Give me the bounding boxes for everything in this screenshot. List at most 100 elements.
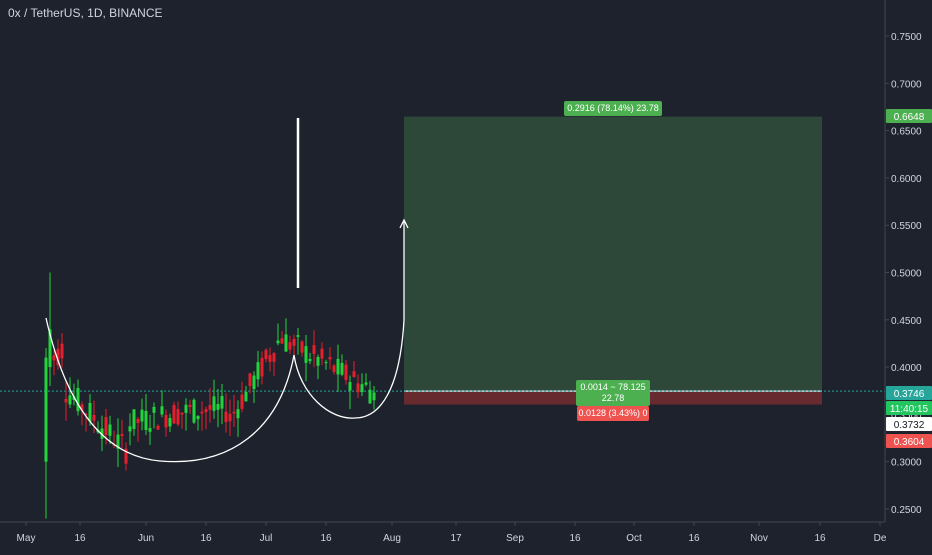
candle-body [160,406,164,415]
candle [236,400,240,437]
candle-body [344,364,348,380]
candle [128,413,132,446]
candle-body [368,389,372,404]
candle-body [280,338,284,344]
candle-body [128,426,132,432]
candle [116,418,120,467]
candle-body [44,357,48,462]
candle [48,272,52,387]
candle [204,406,208,430]
candle [224,393,228,433]
candle [348,375,352,410]
price-tick-label: 0.7500 [891,32,922,43]
candle [76,379,80,416]
candle-body [120,434,124,436]
candle [356,374,360,399]
candle-body [252,375,256,390]
price-tick-label: 0.4500 [891,316,922,327]
candle-body [348,382,352,391]
candle-body [232,411,236,414]
candle-body [288,342,292,350]
candle-body [320,348,324,359]
candle [340,354,344,377]
candle-body [356,383,360,393]
candle [64,381,68,421]
entry-label-bg [576,380,650,406]
candle [244,386,248,402]
candle [320,342,324,365]
candle [300,339,304,357]
time-tick-label: 16 [200,533,212,544]
candle [292,334,296,358]
badge-bg [886,386,932,400]
candle [56,339,60,370]
time-tick-label: 17 [450,533,462,544]
candle [352,361,356,378]
candle-body [152,406,156,413]
stop-label-bg [577,406,649,421]
price-tick-label: 0.5500 [891,221,922,232]
candle-body [52,355,56,361]
candle-body [56,348,60,366]
candle [264,348,268,363]
candle-body [60,343,64,359]
price-tick-label: 0.6500 [891,127,922,138]
candle-body [240,394,244,409]
candle [240,381,244,413]
candle-body [116,434,120,449]
candle-body [268,355,272,362]
candle-body [76,387,80,412]
candle [108,415,112,445]
candle-body [296,335,300,337]
chart-title: 0x / TetherUS, 1D, BINANCE [8,6,163,20]
candle-body [196,415,200,420]
candle-body [136,418,140,423]
candle [100,415,104,452]
price-tick-label: 0.3500 [891,410,922,421]
candle-body [224,411,228,423]
candle [124,442,128,471]
candle [44,348,48,519]
badge-text: 0.3604 [894,437,925,448]
candle-body [256,362,260,380]
candle-body [192,399,196,423]
stop-price-badge: 0.3604 [886,434,932,448]
candle-body [284,334,288,352]
candle [316,354,320,380]
candle-body [248,373,252,387]
candle [184,398,188,431]
target-label-text: 0.2916 (78.14%) 23.78 [567,103,659,113]
candle [228,399,232,437]
candle [156,424,160,430]
badge-text: 11:40:15 [890,404,929,415]
candle-body [184,404,188,413]
candle-body [308,358,312,362]
candle-body [260,358,264,377]
candle-body [80,404,84,411]
candle-body [208,405,212,410]
candle [160,390,164,418]
entry-price-badge: 0.3746 [886,386,932,400]
candle [372,386,376,410]
price-tick-label: 0.2500 [891,505,922,516]
time-tick-label: Jul [260,533,273,544]
badge-bg [886,417,932,431]
candle [88,394,92,426]
candle-body [200,411,204,414]
candle [368,381,372,404]
last-price-price-badge: 0.3732 [886,417,932,431]
candle-body [124,448,128,464]
candle-body [92,414,96,421]
candle [92,400,96,434]
candle-body [140,409,144,422]
price-tick-label: 0.7000 [891,79,922,90]
price-tick-label: 0.5000 [891,269,922,280]
candle [176,401,180,427]
time-tick-label: 16 [320,533,332,544]
candle-body [176,409,180,425]
candle [208,387,212,423]
candle [140,398,144,431]
candle-body [328,357,332,360]
